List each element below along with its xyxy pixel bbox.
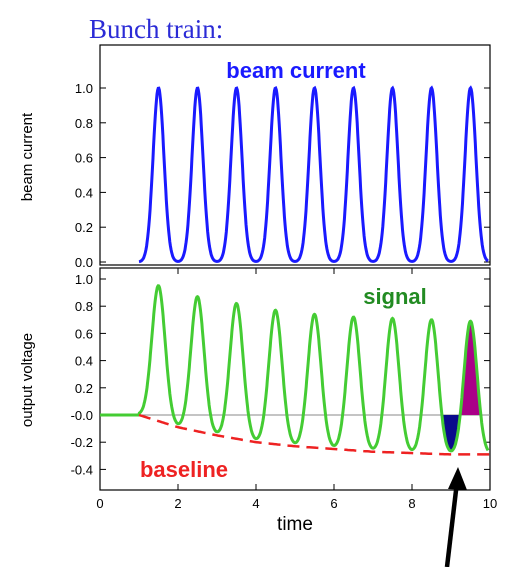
arrow-head [448,467,467,490]
beam-ytick-label: 0.2 [75,220,93,235]
beam-ytick-label: 0.8 [75,116,93,131]
positive-area-fill [459,321,482,415]
arrow-shaft [444,481,460,567]
beam-ytick-label: 0.6 [75,151,93,166]
bottom-plot-frame [99,267,491,491]
signal-line [100,284,490,453]
beam-ytick-label: 0.4 [75,185,93,200]
beam-current-panel: 0.0 0.2 0.4 0.6 0.8 1.0 beam current beam cur… [19,44,491,270]
voltage-ytick-label: 1.0 [75,272,93,287]
time-xtick-label: 0 [96,496,103,511]
time-xtick-label: 4 [252,496,259,511]
figure-title: Bunch train: [89,14,223,44]
time-axis-label: time [277,514,313,535]
beam-current-line [138,85,489,264]
time-xtick-label: 8 [408,496,415,511]
beam-ytick-label: 0.0 [75,255,93,270]
voltage-ytick-label: 0.8 [75,299,93,314]
time-xtick-label: 2 [174,496,181,511]
pointer-arrow [444,467,467,567]
top-plot-frame [99,44,491,266]
voltage-ytick-label: 0.2 [75,381,93,396]
voltage-ytick-label: -0.2 [71,435,93,450]
time-xtick-label: 10 [483,496,497,511]
output-voltage-panel: -0.4 -0.2 -0.0 0.2 0.4 0.6 0.8 1.0 0 2 4 6 8 10 outp… [19,267,497,535]
time-xtick-label: 6 [330,496,337,511]
signal-annotation: signal [363,284,427,309]
voltage-ytick-label: -0.4 [71,462,93,477]
voltage-ytick-label: -0.0 [71,408,93,423]
baseline-annotation: baseline [140,457,228,482]
voltage-ytick-label: 0.6 [75,326,93,341]
output-voltage-axis-label: output voltage [19,333,36,427]
voltage-ytick-label: 0.4 [75,354,93,369]
baseline-line [138,413,490,456]
beam-current-annotation: beam current [226,58,366,83]
beam-ytick-label: 1.0 [75,81,93,96]
beam-current-axis-label: beam current [19,112,36,201]
